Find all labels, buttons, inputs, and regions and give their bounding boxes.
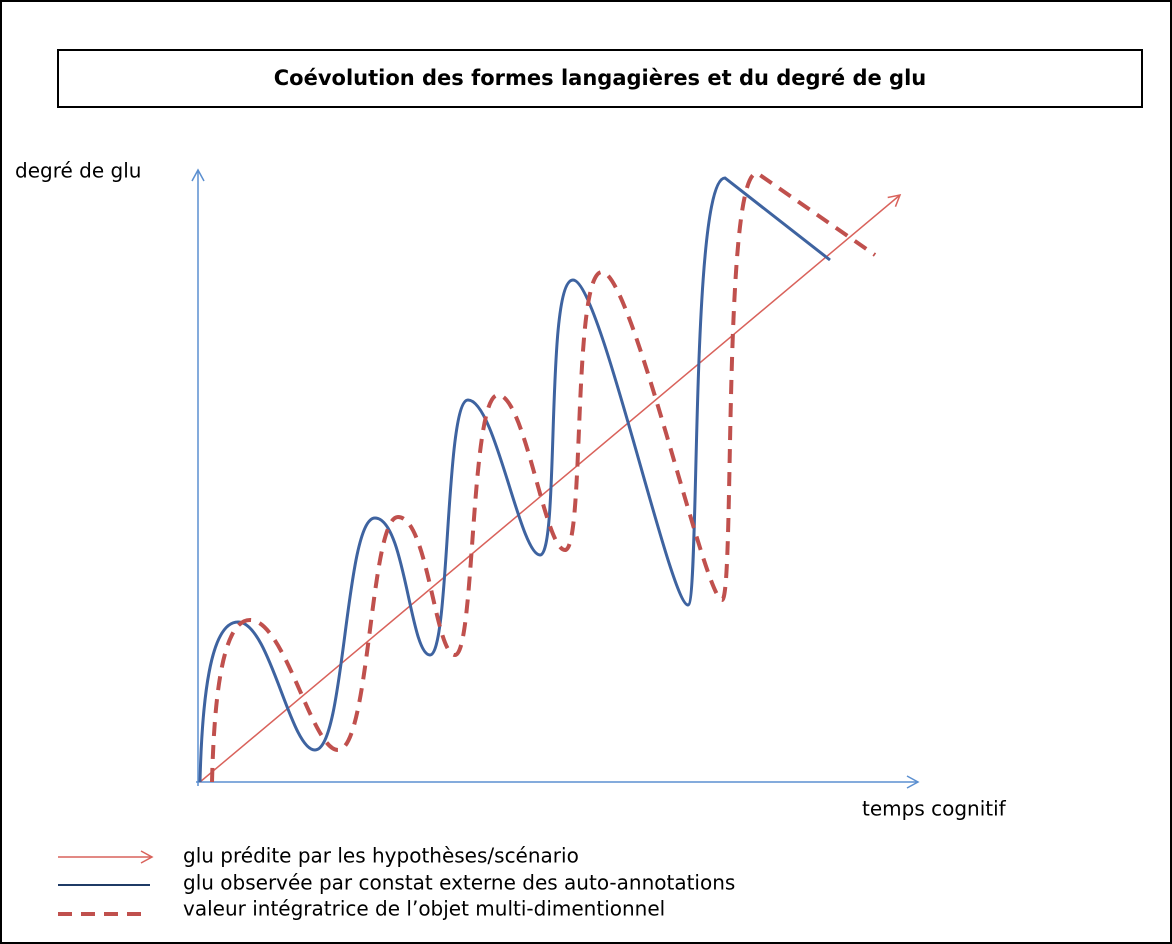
y-axis-label: degré de glu bbox=[15, 159, 141, 183]
integrative-curve bbox=[210, 170, 877, 783]
title-box bbox=[57, 49, 1143, 108]
title: Coévolution des formes langagières et du… bbox=[274, 66, 927, 90]
observed-curve bbox=[198, 176, 831, 783]
legend-label: valeur intégratrice de l’objet multi-dim… bbox=[183, 897, 665, 921]
x-axis-label: temps cognitif bbox=[862, 797, 1007, 821]
legend-label: glu prédite par les hypothèses/scénario bbox=[183, 844, 579, 868]
legend-label: glu observée par constat externe des aut… bbox=[183, 871, 735, 895]
